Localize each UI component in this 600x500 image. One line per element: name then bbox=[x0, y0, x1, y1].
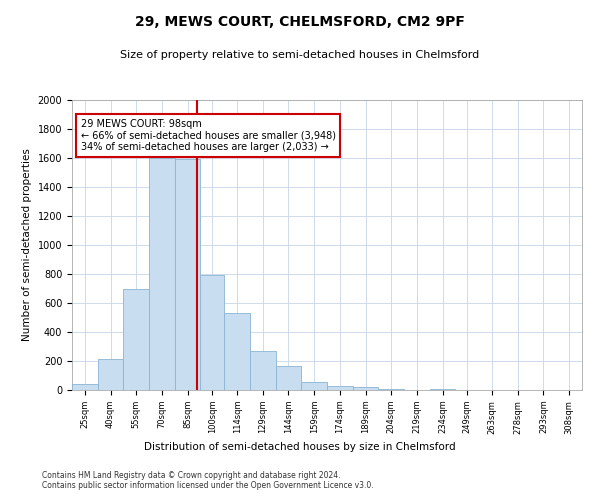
Bar bbox=[301, 382, 327, 390]
Text: Contains public sector information licensed under the Open Government Licence v3: Contains public sector information licen… bbox=[42, 480, 374, 490]
Bar bbox=[353, 387, 379, 390]
Bar bbox=[224, 313, 250, 390]
Bar bbox=[275, 366, 301, 390]
Bar bbox=[72, 384, 98, 390]
Text: 29, MEWS COURT, CHELMSFORD, CM2 9PF: 29, MEWS COURT, CHELMSFORD, CM2 9PF bbox=[135, 15, 465, 29]
Text: Size of property relative to semi-detached houses in Chelmsford: Size of property relative to semi-detach… bbox=[121, 50, 479, 60]
Text: 29 MEWS COURT: 98sqm
← 66% of semi-detached houses are smaller (3,948)
34% of se: 29 MEWS COURT: 98sqm ← 66% of semi-detac… bbox=[80, 119, 335, 152]
Bar bbox=[250, 351, 275, 390]
Y-axis label: Number of semi-detached properties: Number of semi-detached properties bbox=[22, 148, 32, 342]
Bar bbox=[98, 359, 124, 390]
Bar bbox=[327, 386, 353, 390]
Bar bbox=[430, 388, 455, 390]
Text: Contains HM Land Registry data © Crown copyright and database right 2024.: Contains HM Land Registry data © Crown c… bbox=[42, 470, 341, 480]
Bar bbox=[200, 276, 224, 390]
Bar bbox=[124, 288, 149, 390]
Bar bbox=[149, 158, 175, 390]
Bar bbox=[175, 160, 200, 390]
Bar bbox=[379, 388, 404, 390]
Text: Distribution of semi-detached houses by size in Chelmsford: Distribution of semi-detached houses by … bbox=[144, 442, 456, 452]
